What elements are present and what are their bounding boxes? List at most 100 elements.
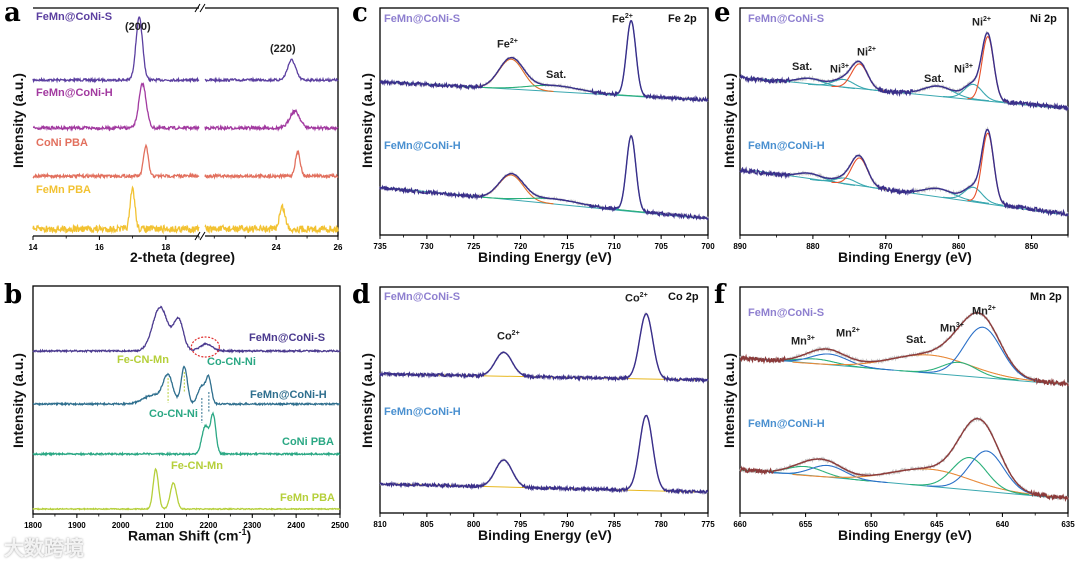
annotation-fe-cn-mn-1: Fe-CN-Mn [117,354,169,366]
legend-b-h: FeMn@CoNi-H [250,389,327,401]
legend-c-s: FeMn@CoNi-S [384,13,461,25]
annotation-fe-cn-mn-2: Fe-CN-Mn [171,460,223,472]
panel-letter-a: a [4,0,21,28]
fit-envelope-e-1 [739,128,1069,217]
x-tick-label: 810 [373,520,387,529]
x-tick-label: 880 [806,242,820,251]
fit-component-f-1-3 [909,457,1030,496]
x-tick-label: 1800 [24,521,42,530]
annotation-d-co2-2-base: Co [625,292,640,305]
xlabel-b-text: Raman Shift (cm [128,527,239,544]
xlabel-b: Raman Shift (cm-1) [128,528,251,543]
spectrum-a-1 [32,81,200,132]
annotation-e-ni3-2-base: Ni [954,63,965,76]
fit-component-e-0-5 [967,36,1009,103]
fit-component-d-0-1 [623,313,669,380]
annotation-e-sat-2-base: Sat. [924,73,945,85]
x-tick-label: 715 [561,242,575,251]
xlabel-e: Binding Energy (eV) [838,249,972,265]
x-tick-label: 26 [334,243,343,252]
annotation-f-mn3-1-sup: 3+ [806,335,815,342]
title-f: Mn 2p [1030,291,1062,303]
x-tick-label: 705 [654,242,668,251]
spectrum-b-1 [32,365,341,407]
panel-letter-e: e [714,0,731,28]
x-tick-label: 16 [95,243,104,252]
annotation-f-mn2-2-base: Mn [972,305,988,318]
fit-component-e-1-4 [942,186,1004,206]
annotation-d-co2-1-sup: 2+ [511,330,520,337]
x-tick-label: 870 [879,242,893,251]
annotation-f-sat-base: Sat. [906,334,927,346]
annotation-e-ni3-2: Ni3+ [954,63,973,76]
ylabel-c: Intensity (a.u.) [359,73,375,168]
annotation-d-co2-1: Co2+ [497,330,520,343]
xlabel-b-sup: -1 [238,527,247,537]
fit-envelope-e-0 [739,32,1069,112]
x-tick-label: 805 [420,520,434,529]
x-tick-label: 735 [373,242,387,251]
annotation-e-sat-1-base: Sat. [792,61,813,73]
fit-component-f-1-2 [792,468,1068,499]
annotation-e-ni2-1-sup: 2+ [868,46,876,53]
annotation-co-cn-ni-2: Co-CN-Ni [149,408,198,420]
fit-component-c-1-2 [615,135,648,213]
legend-a-h: FeMn@CoNi-H [36,87,113,99]
legend-b-s: FeMn@CoNi-S [249,332,326,344]
fit-component-c-0-2 [614,20,648,98]
x-tick-label: 655 [799,520,813,529]
x-tick-label: 640 [996,520,1010,529]
spectrum-a-0 [204,58,339,84]
fit-component-f-1-1 [768,464,888,484]
plot-frame-e [739,7,1069,236]
x-tick-label: 720 [514,242,528,251]
spectrum-a-2 [204,149,339,180]
fit-component-e-1-5 [967,132,1009,207]
x-tick-label: 730 [420,242,434,251]
fit-component-f-0-4 [918,326,1047,383]
fit-component-f-0-3 [899,361,1019,381]
panel-letter-f: f [714,280,726,310]
annotation-e-ni2-2-sup: 2+ [983,16,991,23]
x-tick-label: 800 [467,520,481,529]
x-tick-label: 14 [29,243,38,252]
fit-component-f-0-2 [792,354,1068,385]
annotation-d-co2-1-base: Co [497,330,512,343]
legend-f-h: FeMn@CoNi-H [748,418,825,430]
raw-data-e-0 [739,30,1069,111]
fit-envelope-c-1 [379,135,709,221]
title-d: Co 2p [668,291,699,303]
x-tick-label: 860 [952,242,966,251]
annotation-c-sat: Sat. [546,70,566,81]
annotation-f-mn2-1: Mn2+ [836,327,860,340]
legend-d-s: FeMn@CoNi-S [384,291,461,303]
xlabel-c: Binding Energy (eV) [478,249,612,265]
annotation-c-fe2-1-base: Fe [497,38,510,51]
panel-letter-c: c [352,0,368,28]
spectrum-a-0 [32,16,200,84]
title-c: Fe 2p [668,13,697,25]
annotation-c-sat-base: Sat. [546,69,567,81]
annotation-f-mn2-2-sup: 2+ [987,305,996,312]
fit-envelope-f-0 [739,311,1069,388]
annotation-e-ni3-2-sup: 3+ [965,63,973,70]
fit-component-f-0-1 [765,353,894,371]
legend-f-s: FeMn@CoNi-S [748,307,825,319]
legend-a-coni: CoNi PBA [36,137,88,149]
annotation-e-ni3-1-sup: 3+ [841,63,849,70]
annotation-200: (200) [125,21,151,33]
legend-e-h: FeMn@CoNi-H [748,140,825,152]
spectrum-b-3 [32,467,341,511]
legend-a-femn: FeMn PBA [36,184,91,196]
legend-e-s: FeMn@CoNi-S [748,13,825,25]
x-tick-label: 1900 [68,521,86,530]
spectrum-a-2 [32,143,200,180]
x-tick-label: 700 [701,242,715,251]
fit-envelope-f-1 [739,417,1069,503]
x-tick-label: 2100 [156,521,174,530]
legend-c-h: FeMn@CoNi-H [384,140,461,152]
annotation-220: (220) [270,43,296,55]
legend-b-femn: FeMn PBA [280,492,335,504]
x-tick-label: 780 [654,520,668,529]
watermark: 大数跨境 [4,538,84,560]
